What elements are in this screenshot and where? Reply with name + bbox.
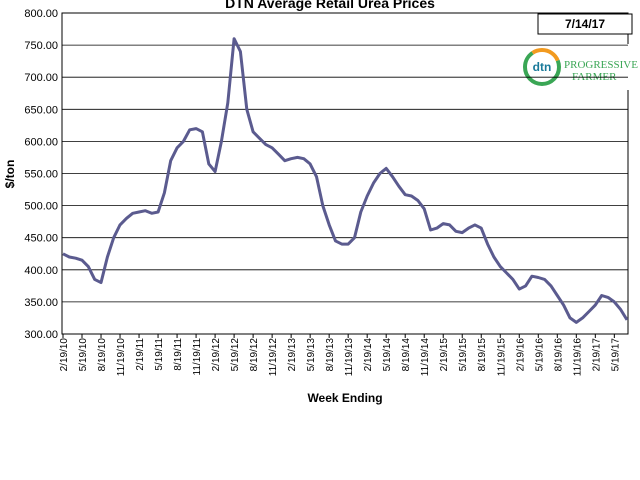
x-tick-label: 8/19/12 — [249, 338, 260, 372]
y-tick-label: 500.00 — [24, 201, 58, 213]
y-tick-label: 350.00 — [24, 297, 58, 309]
x-tick-label: 11/19/12 — [268, 338, 279, 377]
x-tick-label: 2/19/17 — [591, 338, 602, 372]
x-tick-label: 8/19/11 — [173, 338, 184, 371]
logo: dtn PROGRESSIVE FARMER — [518, 44, 638, 90]
x-tick-label: 2/19/13 — [287, 338, 298, 372]
logo-brand: PROGRESSIVE — [564, 59, 638, 71]
y-tick-label: 550.00 — [24, 169, 58, 181]
y-tick-label: 600.00 — [24, 136, 58, 148]
x-tick-label: 2/19/12 — [211, 338, 222, 372]
logo-text: dtn — [533, 60, 552, 74]
x-tick-label: 11/19/14 — [420, 338, 431, 377]
y-tick-label: 400.00 — [24, 265, 58, 277]
x-tick-label: 2/19/11 — [135, 338, 146, 371]
date-label: 7/14/17 — [565, 17, 605, 31]
y-axis-label: $/ton — [3, 160, 17, 189]
x-tick-label: 11/19/16 — [572, 338, 583, 377]
y-tick-label: 300.00 — [24, 329, 58, 341]
y-tick-label: 450.00 — [24, 233, 58, 245]
x-axis-label: Week Ending — [307, 391, 382, 405]
y-tick-label: 800.00 — [24, 8, 58, 20]
x-tick-label: 8/19/15 — [477, 338, 488, 372]
x-tick-label: 5/19/13 — [306, 338, 317, 372]
x-tick-label: 11/19/10 — [116, 338, 127, 377]
x-tick-label: 5/19/11 — [154, 338, 165, 371]
y-tick-label: 700.00 — [24, 72, 58, 84]
x-tick-label: 2/19/10 — [59, 338, 70, 372]
x-tick-label: 8/19/14 — [401, 338, 412, 372]
logo-ring-accent — [523, 48, 561, 86]
x-tick-label: 11/19/11 — [192, 338, 203, 376]
x-tick-label: 2/19/15 — [439, 338, 450, 372]
date-box — [537, 13, 633, 35]
x-tick-label: 8/19/16 — [553, 338, 564, 372]
x-tick-label: 5/19/15 — [458, 338, 469, 372]
x-tick-label: 8/19/13 — [325, 338, 336, 372]
y-tick-label: 750.00 — [24, 40, 58, 52]
x-tick-label: 2/19/16 — [515, 338, 526, 372]
x-tick-label: 11/19/15 — [496, 338, 507, 377]
logo-ring — [523, 48, 561, 86]
x-tick-label: 2/19/14 — [363, 338, 374, 372]
x-tick-label: 5/19/10 — [78, 338, 89, 372]
x-tick-label: 11/19/13 — [344, 338, 355, 377]
x-tick-label: 5/19/12 — [230, 338, 241, 372]
x-tick-label: 5/19/14 — [382, 338, 393, 372]
chart-title: DTN Average Retail Urea Prices — [225, 0, 435, 11]
y-tick-label: 650.00 — [24, 104, 58, 116]
x-tick-label: 8/19/10 — [97, 338, 108, 372]
x-tick-label: 5/19/16 — [534, 338, 545, 372]
x-tick-label: 5/19/17 — [610, 338, 621, 372]
price-line — [62, 37, 629, 324]
